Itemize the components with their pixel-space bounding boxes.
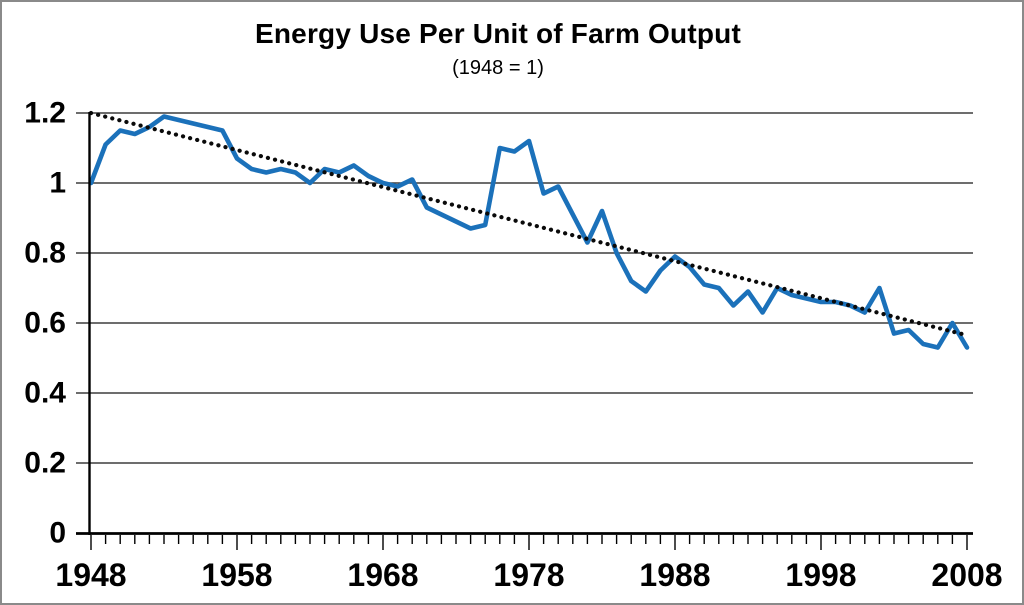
x-tick-label: 1948 — [55, 557, 126, 593]
y-tick-label: 0.2 — [24, 447, 66, 480]
linear-trend-line — [88, 110, 970, 338]
y-tick-label: 0.4 — [24, 377, 66, 410]
x-tick-label: 2008 — [931, 557, 1002, 593]
y-tick-label: 0 — [49, 517, 66, 550]
y-tick-label: 1 — [49, 167, 66, 200]
x-tick-label: 1978 — [493, 557, 564, 593]
chart-title: Energy Use Per Unit of Farm Output — [255, 18, 741, 49]
x-tick-label: 1998 — [785, 557, 856, 593]
chart-subtitle: (1948 = 1) — [452, 57, 544, 79]
x-tick-label: 1958 — [201, 557, 272, 593]
x-tick-label: 1968 — [347, 557, 418, 593]
y-tick-label: 0.8 — [24, 237, 66, 270]
energy-use-per-unit-of-farm-output-line — [88, 114, 970, 350]
y-tick-label: 0.6 — [24, 307, 66, 340]
y-tick-label: 1.2 — [24, 97, 66, 130]
x-tick-label: 1988 — [639, 557, 710, 593]
